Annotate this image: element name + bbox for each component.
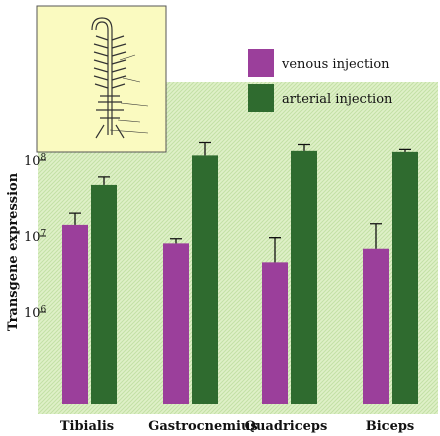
error-bar-venous-biceps (370, 223, 382, 249)
y-tick-label: 107 (24, 229, 47, 245)
error-bar-venous-tibialis (69, 212, 81, 225)
bar-venous-gastrocnemius (163, 243, 189, 404)
error-bar-arterial-gastrocnemius (199, 141, 211, 156)
error-bar-venous-gastrocnemius (170, 238, 182, 244)
artery-tree-illustration (91, 17, 149, 139)
bar-arterial-quadriceps (291, 150, 317, 404)
bar-arterial-tibialis (91, 184, 117, 404)
bar-venous-tibialis (62, 224, 88, 404)
y-tick-label: 106 (24, 305, 47, 321)
category-label-gastrocnemius: Gastrocnemius (148, 419, 257, 434)
y-axis-title: Transgene expression (6, 172, 21, 331)
error-bar-arterial-tibialis (98, 176, 110, 185)
y-tick-label: 108 (24, 153, 47, 169)
category-label-biceps: Biceps (366, 419, 415, 434)
error-bar-arterial-biceps (399, 148, 411, 152)
anatomy-inset: ​ (36, 5, 167, 153)
category-label-quadriceps: Quadriceps (245, 419, 328, 434)
bar-arterial-gastrocnemius (192, 155, 218, 404)
bar-arterial-biceps (392, 151, 418, 404)
inset-frame (36, 5, 167, 153)
bar-venous-biceps (363, 248, 389, 404)
y-tick-labels: 106 107 108 (24, 153, 47, 321)
legend-swatch-venous (248, 49, 274, 77)
bars (62, 141, 418, 404)
legend-label-arterial: arterial injection (282, 92, 393, 107)
error-bar-arterial-quadriceps (298, 143, 310, 151)
legend-label-venous: venous injection (281, 57, 390, 72)
error-bar-venous-quadriceps (269, 237, 281, 263)
legend-swatch-arterial (248, 84, 274, 112)
legend: venous injection arterial injection (248, 49, 393, 112)
category-label-tibialis: Tibialis (60, 419, 114, 434)
bar-venous-quadriceps (262, 262, 288, 404)
